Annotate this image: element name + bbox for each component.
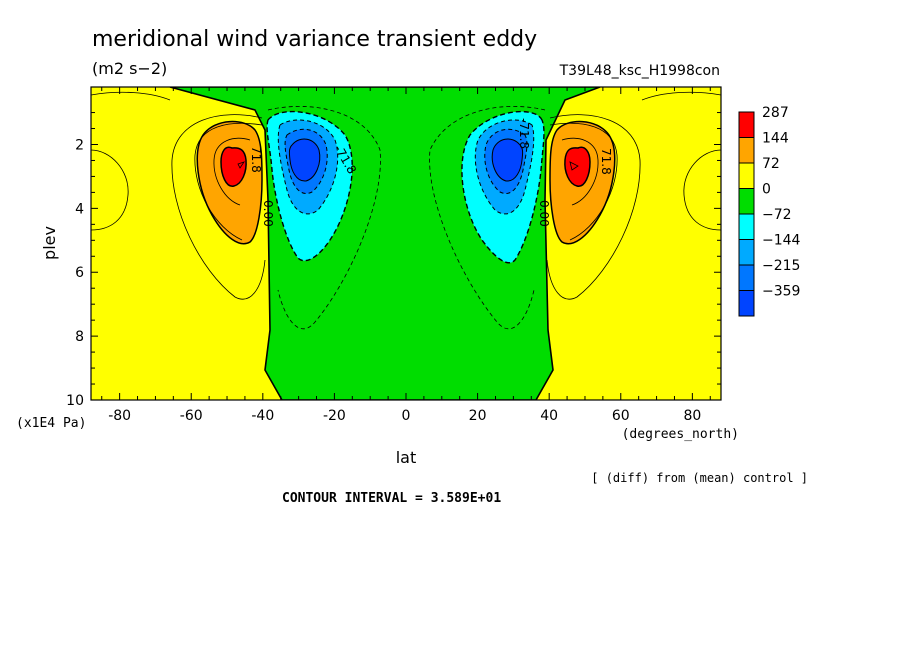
units-label: (m2 s−2) [92,59,167,78]
y-tick-label: 2 [75,137,84,153]
colorbar-label: 144 [762,131,789,147]
x-axis-label: lat [396,448,417,467]
neg-lobe-nh-core [491,138,524,182]
thin-contours-nh [546,91,721,300]
pos-lobe-sh-red [220,146,247,187]
colorbar-swatch [738,162,755,189]
colorbar-swatch [738,239,755,266]
thin-contours-sh [91,91,266,300]
colorbar-swatch [738,188,755,215]
colorbar-legend: 287 144 72 0 −72 −144 −215 −359 [738,105,801,317]
x-units-label: (degrees_north) [622,427,739,442]
y-tick-label: 4 [75,201,84,217]
colorbar-label: 0 [762,182,771,198]
extrema-markers [237,161,579,171]
colorbar-label: −359 [762,284,800,300]
contour-interval-label: CONTOUR INTERVAL = 3.589E+01 [282,491,501,506]
neg-lobe-sh-core [288,138,321,182]
x-tick-label: 0 [402,408,411,424]
colorbar-swatch [738,290,755,317]
contour-label-sh-zero: 0.00 [261,200,275,227]
y-tick-label: 10 [66,393,84,409]
plot-area: 71.8 0.00 -71.8 -71.8 0.00 71.8 [91,87,721,400]
x-tick-label: -60 [180,408,203,424]
x-axis: -80 -60 -40 -20 0 20 40 60 80 [101,87,711,424]
colorbar-label: 72 [762,156,780,172]
x-tick-label: 20 [469,408,487,424]
colorbar-swatch [738,264,755,291]
y-units-label: (x1E4 Pa) [16,416,86,431]
thin-neg-contours [267,106,546,330]
x-tick-label: 80 [683,408,701,424]
x-tick-label: -20 [323,408,346,424]
y-axis: 2 4 6 8 10 [66,112,721,409]
y-tick-label: 8 [75,329,84,345]
diff-note: [ (diff) from (mean) control ] [591,471,808,485]
colorbar-label: −144 [762,233,801,249]
contour-label-nh-neg: -71.8 [517,118,531,149]
contour-label-nh-pos: 71.8 [599,148,613,175]
run-label: T39L48_ksc_H1998con [559,63,720,79]
colorbar-label: −72 [762,207,792,223]
colorbar-swatch [738,213,755,240]
contour-label-sh-pos: 71.8 [249,146,263,173]
y-tick-label: 6 [75,265,84,281]
chart-title: meridional wind variance transient eddy [92,27,537,52]
colorbar-swatch [738,137,755,164]
y-axis-label: plev [40,226,59,260]
contour-label-nh-zero: 0.00 [537,200,551,227]
colorbar-label: 287 [762,105,789,121]
x-tick-label: -40 [251,408,274,424]
colorbar-swatch [738,111,755,138]
x-tick-label: 60 [612,408,630,424]
colorbar-label: −215 [762,258,800,274]
x-tick-label: 40 [540,408,558,424]
x-tick-label: -80 [108,408,131,424]
